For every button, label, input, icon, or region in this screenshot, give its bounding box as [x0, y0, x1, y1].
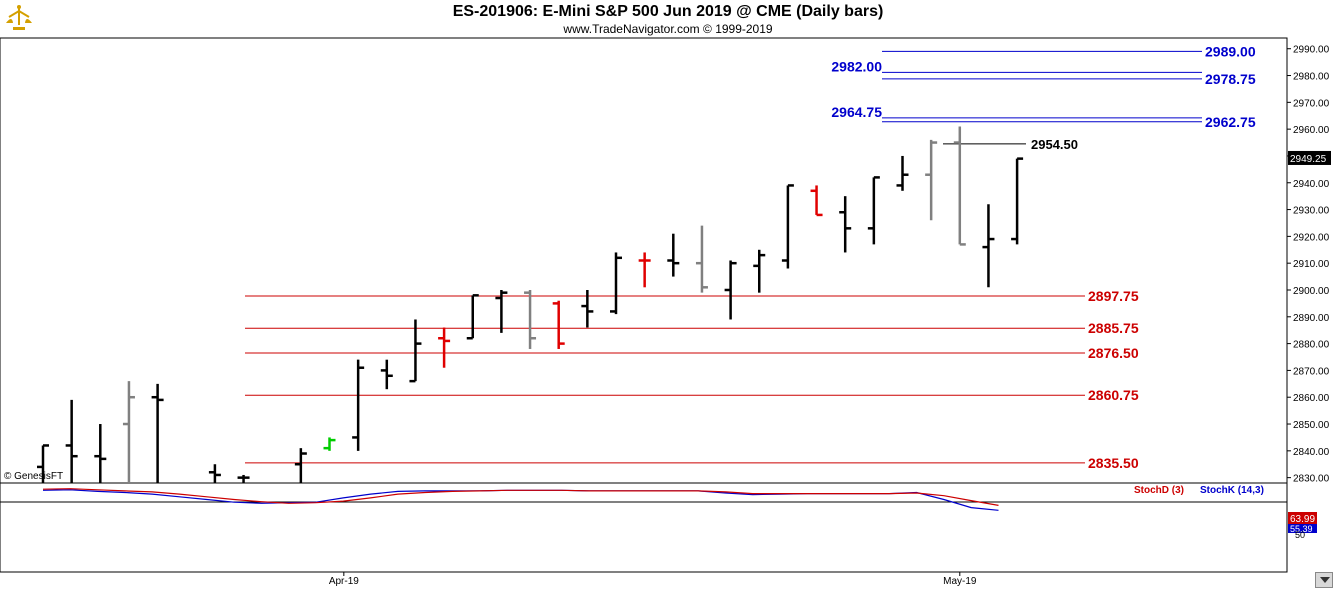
- x-tick-label: Apr-19: [329, 576, 359, 587]
- level-label: 2982.00: [831, 58, 882, 74]
- stochd-value-label: 63.99: [1290, 514, 1315, 525]
- ohlc-bar: [867, 176, 880, 245]
- ohlc-bar: [409, 319, 422, 383]
- ohlc-bar: [839, 196, 852, 253]
- ohlc-bar: [925, 139, 938, 221]
- chevron-down-icon: [1320, 577, 1330, 583]
- ohlc-bar: [380, 359, 393, 390]
- y-tick-label: 2850.00: [1293, 420, 1330, 431]
- ohlc-bar: [65, 399, 78, 483]
- stoch-line: [42, 488, 999, 506]
- level-label: 2876.50: [1088, 345, 1139, 361]
- ohlc-bar: [122, 381, 135, 483]
- y-tick-label: 2860.00: [1293, 393, 1330, 404]
- y-tick-label: 2930.00: [1293, 206, 1330, 217]
- ohlc-bar: [151, 383, 164, 483]
- ohlc-bar: [294, 448, 307, 483]
- ohlc-bar: [208, 464, 221, 483]
- ohlc-bar: [610, 252, 622, 315]
- stoch-side-value: 50: [1295, 530, 1305, 540]
- ohlc-bar: [524, 289, 537, 349]
- stochk-value-badge: [1288, 524, 1317, 533]
- y-tick-label: 2960.00: [1293, 125, 1330, 136]
- stochk-legend: StochK (14,3): [1200, 485, 1264, 496]
- y-tick-label: 2910.00: [1293, 259, 1330, 270]
- y-tick-label: 2920.00: [1293, 232, 1330, 243]
- app-logo-icon[interactable]: [4, 3, 34, 33]
- stochd-legend: StochD (3): [1134, 485, 1184, 496]
- ohlc-bar: [466, 294, 479, 340]
- y-tick-label: 2880.00: [1293, 340, 1330, 351]
- ohlc-bar: [237, 474, 250, 483]
- last-price-label: 2949.25: [1290, 154, 1327, 165]
- y-tick-label: 2840.00: [1293, 447, 1330, 458]
- ohlc-bar: [724, 260, 737, 320]
- x-tick-label: May-19: [943, 576, 977, 587]
- ohlc-bar: [1011, 157, 1024, 245]
- ohlc-bar: [352, 359, 365, 451]
- ohlc-bar: [323, 437, 336, 451]
- chart-header: ES-201906: E-Mini S&P 500 Jun 2019 @ CME…: [0, 0, 1336, 38]
- level-label: 2835.50: [1088, 455, 1139, 471]
- ohlc-bar: [552, 300, 565, 349]
- ohlc-bar: [896, 155, 909, 191]
- ohlc-bar: [438, 327, 451, 368]
- y-tick-label: 2830.00: [1293, 474, 1330, 485]
- y-tick-label: 2940.00: [1293, 179, 1330, 190]
- ohlc-bar: [638, 252, 651, 288]
- chart-title: ES-201906: E-Mini S&P 500 Jun 2019 @ CME…: [452, 3, 884, 20]
- y-tick-label: 2870.00: [1293, 366, 1330, 377]
- ohlc-bar: [781, 184, 794, 269]
- watermark: © GenesisFT: [4, 471, 63, 482]
- ohlc-bar: [495, 289, 508, 333]
- level-label: 2954.50: [1031, 137, 1078, 152]
- chart-subtitle: www.TradeNavigator.com © 1999-2019: [563, 22, 773, 36]
- level-label: 2885.75: [1088, 320, 1139, 336]
- ohlc-bar: [581, 289, 594, 328]
- level-label: 2989.00: [1205, 43, 1256, 59]
- ohlc-bar: [94, 424, 107, 483]
- ohlc-bar: [695, 225, 708, 293]
- scroll-down-button[interactable]: [1315, 572, 1333, 588]
- level-label: 2860.75: [1088, 387, 1139, 403]
- ohlc-bar: [667, 233, 680, 277]
- ohlc-bar: [982, 204, 995, 288]
- stochastic-pane: [0, 482, 1288, 573]
- level-label: 2964.75: [831, 104, 882, 120]
- y-tick-label: 2890.00: [1293, 313, 1330, 324]
- stochd-value-badge: [1288, 512, 1317, 524]
- ohlc-bar: [753, 249, 766, 293]
- y-tick-label: 2990.00: [1293, 45, 1330, 56]
- level-label: 2897.75: [1088, 288, 1139, 304]
- y-tick-label: 2970.00: [1293, 98, 1330, 109]
- last-price-badge: [1288, 150, 1331, 165]
- ohlc-bar: [953, 126, 966, 246]
- y-tick-label: 2900.00: [1293, 286, 1330, 297]
- y-tick-label: 2980.00: [1293, 72, 1330, 83]
- level-label: 2962.75: [1205, 114, 1256, 130]
- level-label: 2978.75: [1205, 71, 1256, 87]
- stochk-value-label: 55.39: [1290, 524, 1313, 534]
- ohlc-bar: [37, 444, 49, 483]
- ohlc-bar: [810, 185, 823, 217]
